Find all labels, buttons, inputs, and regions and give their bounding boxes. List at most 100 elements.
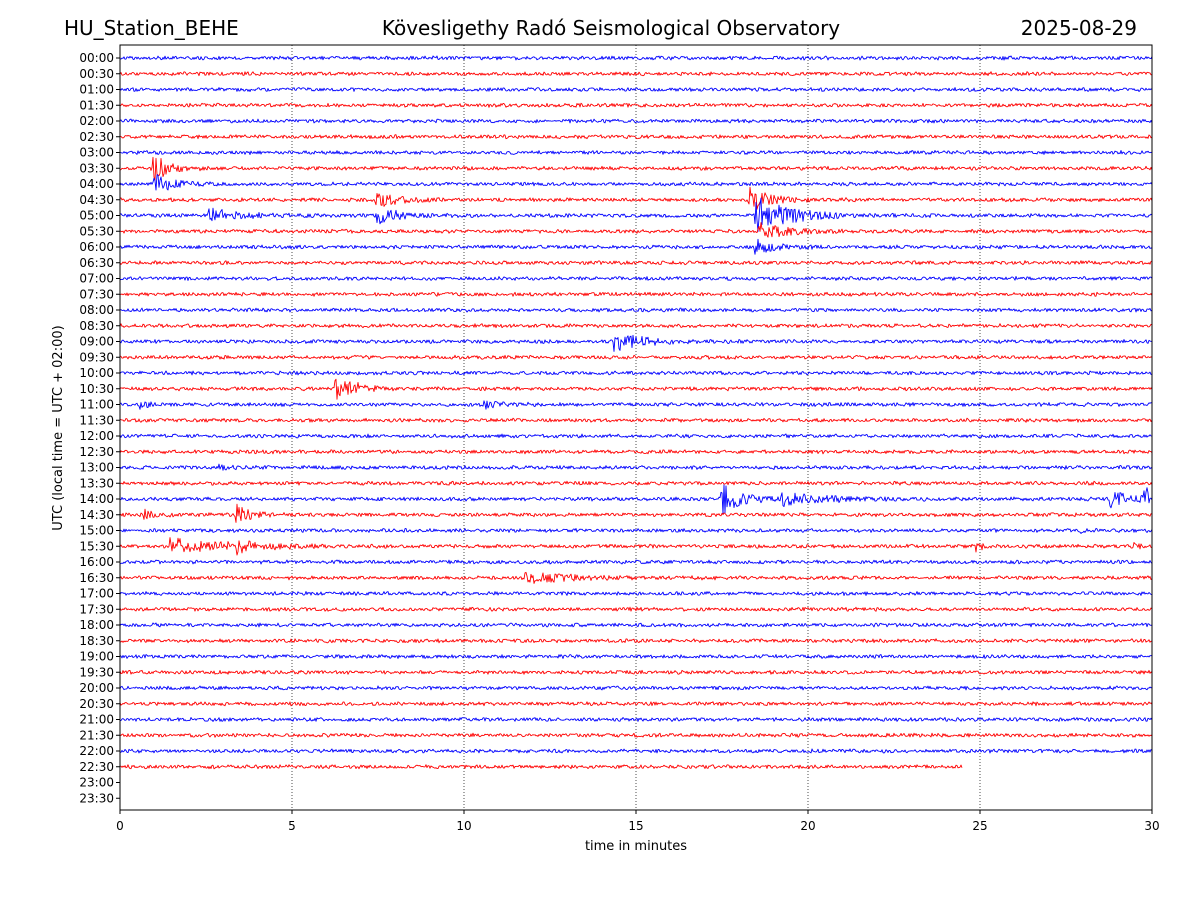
chart-title: Kövesligethy Radó Seismological Observat…: [382, 16, 840, 40]
y-tick-label: 06:30: [79, 256, 114, 270]
x-axis: 0 5 10 15 20 25 30: [116, 810, 1160, 833]
trace-1530: [119, 537, 1153, 556]
trace-1030: [119, 378, 1153, 400]
trace-0200: [119, 118, 1153, 124]
trace-0430: [119, 186, 1153, 210]
y-tick-label: 04:30: [79, 193, 114, 207]
trace-1600: [119, 559, 1153, 565]
y-tick-label: 05:00: [79, 209, 114, 223]
y-tick-label: 19:30: [79, 665, 114, 679]
y-tick-label: 00:30: [79, 67, 114, 81]
y-tick-label: 18:30: [79, 634, 114, 648]
trace-1400: [119, 484, 1153, 515]
x-tick-label: 20: [800, 819, 815, 833]
grid-lines: [291, 45, 981, 810]
y-tick-label: 09:30: [79, 350, 114, 364]
x-tick-label: 10: [456, 819, 471, 833]
trace-1430: [119, 503, 1153, 523]
trace-1630: [119, 571, 1153, 584]
y-tick-label: 17:30: [79, 602, 114, 616]
y-tick-label: 14:30: [79, 508, 114, 522]
trace-1830: [119, 638, 1153, 644]
y-tick-label: 01:30: [79, 98, 114, 112]
date-label: 2025-08-29: [1021, 16, 1137, 40]
y-tick-label: 10:30: [79, 382, 114, 396]
y-tick-label: 02:00: [79, 114, 114, 128]
y-tick-label: 08:00: [79, 303, 114, 317]
trace-0700: [119, 275, 1153, 281]
y-tick-label: 21:00: [79, 713, 114, 727]
trace-0530: [119, 222, 1153, 238]
trace-0330: [119, 156, 1153, 182]
y-tick-label: 18:00: [79, 618, 114, 632]
trace-1230: [119, 449, 1153, 455]
y-tick-label: 16:00: [79, 555, 114, 569]
y-tick-label: 05:30: [79, 224, 114, 238]
trace-0000: [119, 55, 1153, 61]
trace-0830: [119, 323, 1153, 329]
y-tick-label: 19:00: [79, 650, 114, 664]
trace-1500: [119, 527, 1153, 534]
trace-1900: [119, 654, 1153, 659]
trace-2100: [119, 717, 1153, 722]
y-tick-label: 14:00: [79, 492, 114, 506]
y-tick-label: 00:00: [79, 51, 114, 65]
y-tick-label: 07:00: [79, 272, 114, 286]
trace-1200: [119, 433, 1153, 439]
trace-0300: [119, 150, 1153, 156]
trace-group: [119, 55, 1153, 770]
x-tick-label: 15: [628, 819, 643, 833]
trace-0400: [119, 174, 1153, 191]
y-tick-label: 17:00: [79, 587, 114, 601]
y-tick-label: 03:30: [79, 161, 114, 175]
trace-2030: [119, 701, 1153, 707]
trace-2000: [119, 685, 1153, 691]
x-tick-label: 30: [1144, 819, 1159, 833]
y-tick-label: 20:00: [79, 681, 114, 695]
trace-0800: [119, 307, 1153, 313]
trace-1700: [119, 591, 1153, 597]
y-tick-label: 22:00: [79, 744, 114, 758]
y-tick-label: 15:30: [79, 539, 114, 553]
station-label: HU_Station_BEHE: [64, 16, 239, 40]
y-tick-label: 01:00: [79, 83, 114, 97]
y-tick-label: 10:00: [79, 366, 114, 380]
y-tick-label: 11:00: [79, 398, 114, 412]
trace-0630: [119, 260, 1153, 266]
y-tick-label: 08:30: [79, 319, 114, 333]
y-axis-label: UTC (local time = UTC + 02:00): [51, 325, 66, 530]
y-tick-label: 12:30: [79, 445, 114, 459]
y-tick-label: 02:30: [79, 130, 114, 144]
y-tick-label: 22:30: [79, 760, 114, 774]
y-tick-label: 03:00: [79, 146, 114, 160]
y-tick-label: 13:00: [79, 461, 114, 475]
x-tick-label: 0: [116, 819, 124, 833]
trace-1930: [119, 669, 1153, 675]
trace-1800: [119, 622, 1153, 628]
y-tick-label: 07:30: [79, 287, 114, 301]
trace-2200: [119, 748, 1153, 754]
x-tick-label: 5: [288, 819, 296, 833]
trace-2130: [119, 732, 1153, 738]
trace-0030: [119, 71, 1153, 77]
trace-1100: [119, 400, 1153, 410]
trace-0130: [119, 102, 1153, 108]
trace-1730: [119, 606, 1153, 612]
y-tick-label: 06:00: [79, 240, 114, 254]
trace-0100: [119, 87, 1153, 93]
trace-1130: [119, 417, 1153, 423]
y-tick-label: 13:30: [79, 476, 114, 490]
trace-0930: [119, 354, 1153, 360]
y-tick-label: 16:30: [79, 571, 114, 585]
x-axis-label: time in minutes: [585, 839, 687, 854]
x-tick-label: 25: [972, 819, 987, 833]
y-tick-label: 04:00: [79, 177, 114, 191]
y-tick-label: 11:30: [79, 413, 114, 427]
y-tick-label: 15:00: [79, 524, 114, 538]
trace-1300: [119, 463, 1153, 471]
trace-0600: [119, 238, 1153, 255]
trace-0230: [119, 134, 1153, 140]
trace-2230: [119, 764, 963, 770]
